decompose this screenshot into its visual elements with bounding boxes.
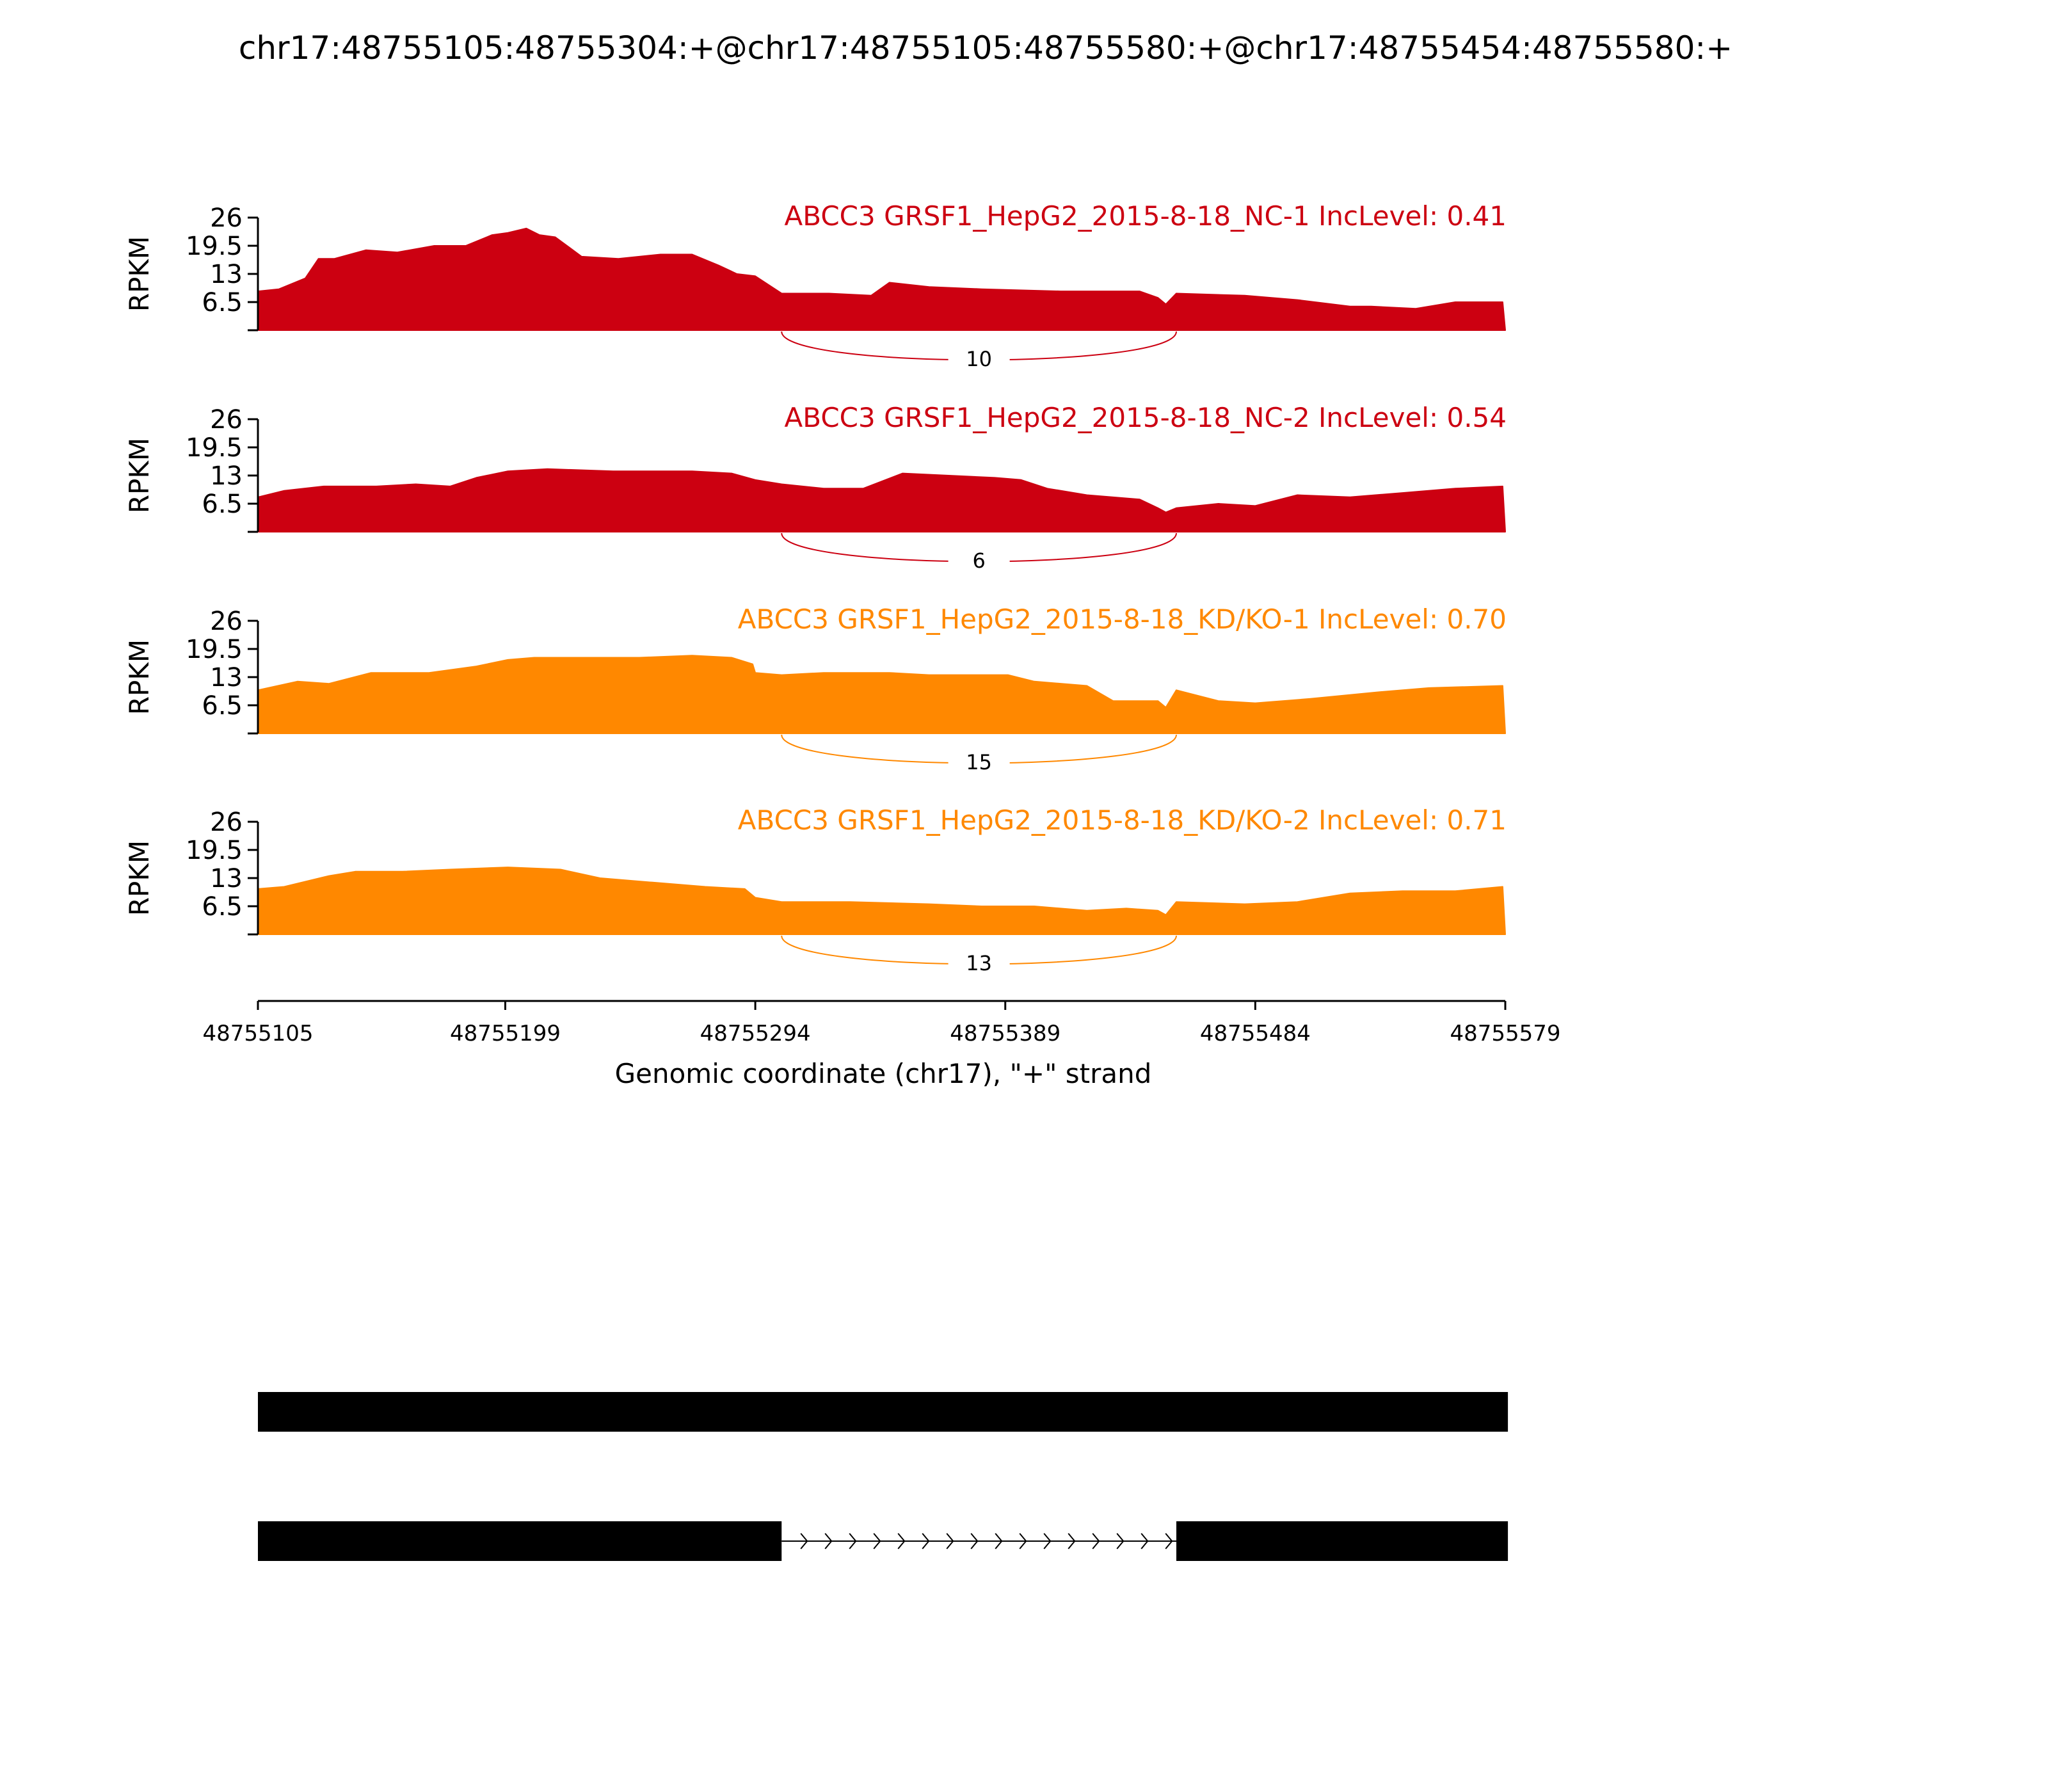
- x-tick-label: 48755105: [202, 1021, 313, 1046]
- x-tick-label: 48755389: [950, 1021, 1060, 1046]
- junction-count: 13: [966, 951, 992, 975]
- gene-models: [258, 1392, 1508, 1561]
- strand-arrow: [922, 1533, 930, 1549]
- coverage-area: [257, 655, 1506, 734]
- y-tick-label: 26: [210, 607, 243, 636]
- y-tick-label: 13: [210, 461, 243, 491]
- x-axis: 48755105 48755199 48755294 48755389 48755484…: [202, 1000, 1561, 1046]
- exon: [258, 1521, 782, 1561]
- y-tick-label: 6.5: [202, 892, 243, 922]
- coverage-area: [257, 867, 1506, 935]
- isoform-2: [258, 1521, 1508, 1561]
- strand-arrow: [1140, 1533, 1149, 1549]
- x-tick-label: 48755199: [450, 1021, 561, 1046]
- strand-arrow: [1043, 1533, 1052, 1549]
- y-tick-label: 19.5: [186, 232, 243, 261]
- y-tick-label: 19.5: [186, 433, 243, 463]
- y-tick-label: 6.5: [202, 691, 243, 721]
- series-label: ABCC3 GRSF1_HepG2_2015-8-18_NC-2 IncLeve…: [785, 402, 1507, 433]
- junction-label-bg: [948, 948, 1010, 974]
- y-axis-label: RPKM: [124, 236, 155, 312]
- junction-count: 15: [966, 750, 992, 774]
- y-axis-label: RPKM: [124, 840, 155, 916]
- y-tick-label: 6.5: [202, 490, 243, 519]
- strand-arrow: [849, 1533, 857, 1549]
- strand-arrow: [873, 1533, 881, 1549]
- x-tick-label: 48755579: [1450, 1021, 1560, 1046]
- coverage-area: [257, 468, 1506, 532]
- y-tick-label: 19.5: [186, 836, 243, 865]
- x-axis-label: Genomic coordinate (chr17), "+" strand: [615, 1058, 1152, 1089]
- strand-arrow: [1068, 1533, 1076, 1549]
- junction-label-bg: [948, 344, 1010, 370]
- strand-arrow: [1092, 1533, 1100, 1549]
- series-label: ABCC3 GRSF1_HepG2_2015-8-18_KD/KO-1 IncL…: [738, 604, 1507, 635]
- y-tick-label: 13: [210, 260, 243, 289]
- strand-arrow: [970, 1533, 979, 1549]
- series-label: ABCC3 GRSF1_HepG2_2015-8-18_NC-1 IncLeve…: [785, 200, 1507, 232]
- strand-arrow: [1165, 1533, 1173, 1549]
- series-label: ABCC3 GRSF1_HepG2_2015-8-18_KD/KO-2 IncL…: [738, 804, 1507, 836]
- strand-arrow: [824, 1533, 833, 1549]
- strand-arrow: [800, 1533, 808, 1549]
- x-tick-label: 48755294: [700, 1021, 811, 1046]
- junction-label-bg: [948, 748, 1010, 773]
- y-tick-label: 6.5: [202, 288, 243, 317]
- y-axis-label: RPKM: [124, 438, 155, 513]
- strand-arrow: [897, 1533, 906, 1549]
- y-tick-label: 19.5: [186, 635, 243, 664]
- junction-count: 10: [966, 347, 992, 371]
- strand-arrow: [946, 1533, 954, 1549]
- y-tick-label: 26: [210, 808, 243, 837]
- y-tick-label: 13: [210, 864, 243, 893]
- x-tick-label: 48755484: [1200, 1021, 1311, 1046]
- exon: [1176, 1521, 1508, 1561]
- strand-arrow: [1116, 1533, 1124, 1549]
- coverage-area: [257, 227, 1506, 331]
- y-axis-label: RPKM: [124, 639, 155, 715]
- y-tick-label: 26: [210, 204, 243, 233]
- strand-arrow: [1019, 1533, 1027, 1549]
- y-tick-label: 13: [210, 663, 243, 692]
- figure-title: chr17:48755105:48755304:+@chr17:48755105…: [239, 29, 1732, 67]
- exon: [258, 1392, 1508, 1432]
- isoform-1: [258, 1392, 1508, 1432]
- strand-arrow: [995, 1533, 1003, 1549]
- y-tick-label: 26: [210, 405, 243, 435]
- junction-count: 6: [972, 548, 985, 573]
- junction-label-bg: [948, 546, 1010, 572]
